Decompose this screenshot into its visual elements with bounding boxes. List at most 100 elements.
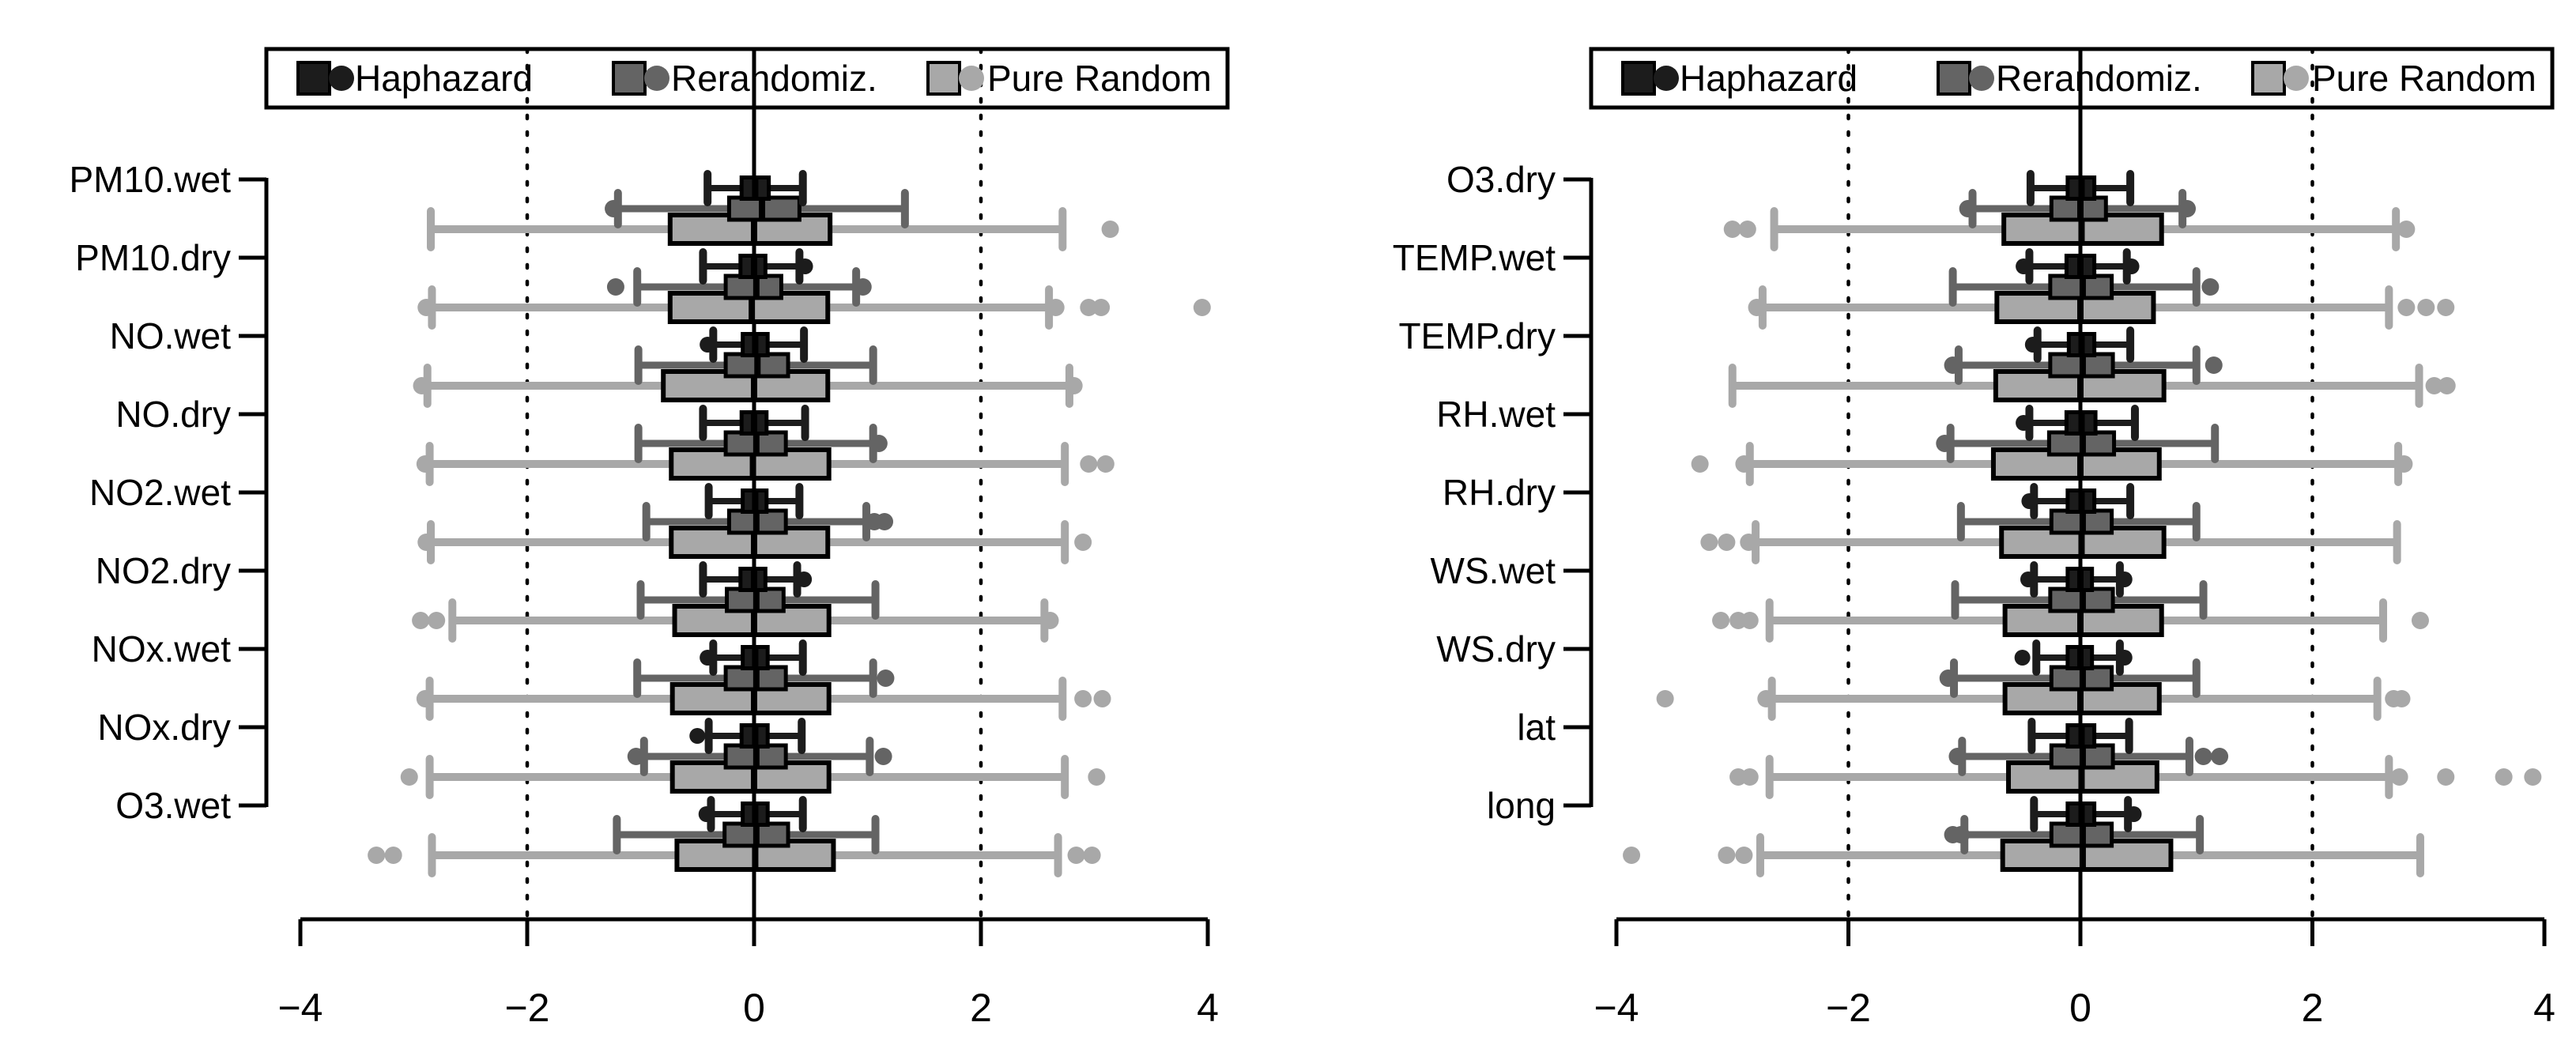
boxplot-group-NO.dry [416, 405, 1115, 486]
legend-marker-point-icon [644, 66, 669, 91]
boxplot-rer [606, 267, 872, 307]
outlier-point [700, 337, 716, 353]
boxplot-pur [1623, 833, 2424, 877]
boxplot-hap [2021, 483, 2135, 519]
row-label: O3.wet [115, 785, 231, 826]
x-tick-label: −2 [504, 986, 549, 1030]
x-tick-label: 2 [970, 986, 992, 1030]
outlier-point [1936, 435, 1954, 452]
row-label: NOx.dry [97, 707, 231, 748]
boxplot-hap [699, 405, 809, 441]
legend-box [1589, 47, 2555, 110]
outlier-point [689, 728, 706, 744]
boxplot-rer [636, 580, 880, 620]
outlier-point [605, 200, 623, 217]
outlier-point [1065, 377, 1083, 394]
legend-label: Haphazard [355, 58, 533, 99]
outlier-point [1101, 221, 1119, 238]
row-label: RH.wet [1436, 394, 1556, 435]
outlier-point [1074, 534, 1092, 551]
legend-label: Rerandomiz. [1996, 58, 2202, 99]
row-label: RH.dry [1443, 472, 1556, 513]
outlier-point [2014, 650, 2031, 666]
row-label: NOx.wet [92, 628, 232, 669]
boxplot-hap [2020, 561, 2133, 598]
outlier-point [2393, 690, 2411, 707]
boxplot-hap [704, 483, 804, 519]
outlier-point [412, 612, 430, 629]
row-label: PM10.wet [69, 159, 231, 200]
boxplot-group-PM10.dry [417, 248, 1211, 330]
row-label: PM10.dry [75, 237, 231, 278]
row-label: NO2.wet [89, 472, 231, 513]
outlier-point [2125, 806, 2142, 822]
outlier-point [1700, 534, 1718, 551]
boxplot-group-TEMP.wet [1748, 248, 2455, 330]
outlier-point [2116, 650, 2133, 666]
row-label: O3.dry [1446, 159, 1556, 200]
legend-marker-point-icon [329, 66, 354, 91]
legend-marker-point-icon [959, 66, 984, 91]
boxplot-rer [1944, 815, 2204, 854]
legend-label: Rerandomiz. [671, 58, 877, 99]
box [2000, 839, 2174, 872]
boxplot-pur [1700, 520, 2401, 564]
x-tick-label: 0 [743, 986, 765, 1030]
outlier-point [1193, 299, 1211, 316]
outlier-point [796, 571, 813, 587]
boxplot-group-TEMP.dry [1728, 326, 2456, 408]
boxplot-rer [605, 189, 909, 228]
boxplot-rer [1956, 502, 2201, 541]
boxplot-pur [1656, 677, 2411, 721]
row-label: TEMP.wet [1393, 237, 1556, 278]
boxplot-pur [417, 285, 1211, 330]
row-label: NO2.dry [96, 550, 231, 591]
boxplot-group-O3.wet [368, 796, 1101, 877]
outlier-point [2016, 415, 2032, 431]
boxplot-rer [634, 345, 877, 385]
row-label: WS.wet [1431, 550, 1556, 591]
outlier-point [1944, 356, 1962, 374]
boxplot-rer [1951, 580, 2208, 620]
outlier-point [1712, 612, 1730, 629]
outlier-point [1757, 690, 1775, 707]
outlier-point [1623, 847, 1641, 864]
outlier-point [1740, 534, 1758, 551]
x-tick-label: 4 [1197, 986, 1219, 1030]
outlier-point [2020, 571, 2036, 587]
row-label: TEMP.dry [1398, 315, 1556, 356]
outlier-point [1718, 534, 1736, 551]
outlier-point [1948, 748, 1967, 765]
boxplot-group-NOx.wet [416, 639, 1111, 721]
outlier-point [2016, 258, 2032, 274]
outlier-point [2390, 768, 2408, 786]
boxplot-rer [1939, 658, 2201, 698]
boxplot-hap [2026, 170, 2135, 206]
x-tick-label: −4 [277, 986, 322, 1030]
outlier-point [2397, 299, 2416, 316]
outlier-point [2437, 768, 2455, 786]
boxplot-rer [1936, 424, 2220, 463]
outlier-point [2201, 278, 2220, 296]
boxplot-hap [2016, 405, 2139, 441]
boxplot-hap [2030, 796, 2142, 832]
outlier-point [1656, 690, 1674, 707]
boxplot-group-WS.dry [1656, 639, 2411, 721]
outlier-point [1047, 299, 1065, 316]
outlier-point [1096, 455, 1115, 473]
outlier-point [698, 806, 715, 822]
outlier-point [1741, 612, 1759, 629]
legend: Haphazard Rerandomiz. Pure Random [264, 47, 1230, 110]
boxplot-rer [634, 424, 888, 463]
boxplot-group-RH.wet [1691, 405, 2413, 486]
outlier-point [1735, 847, 1753, 864]
outlier-point [1088, 768, 1106, 786]
boxplot-hap [700, 326, 809, 363]
outlier-point [1738, 221, 1756, 238]
boxplot-group-lat [1729, 718, 2542, 799]
legend-marker-box-icon [2251, 61, 2286, 96]
outlier-point [2397, 221, 2416, 238]
outlier-point [1723, 221, 1741, 238]
boxplot-rer [642, 502, 894, 541]
